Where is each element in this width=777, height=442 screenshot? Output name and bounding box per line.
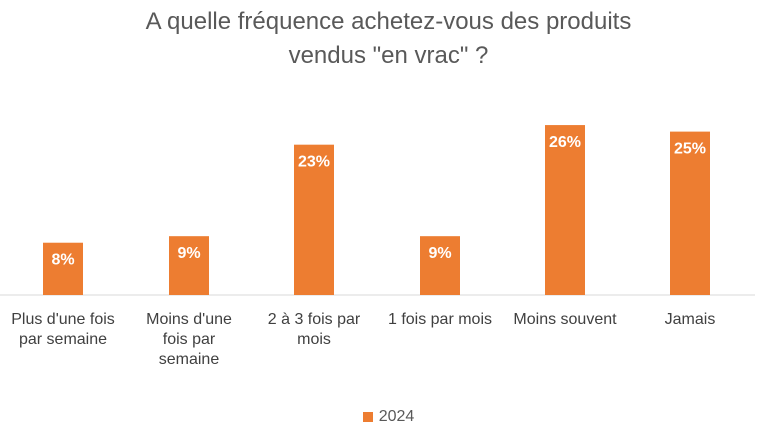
legend: 2024 (0, 408, 777, 426)
bar-5 (670, 131, 710, 295)
category-label-2: 2 à 3 fois par mois (268, 311, 361, 348)
data-label-1: 9% (177, 245, 200, 262)
category-label-4: Moins souvent (513, 311, 617, 328)
bar-2 (294, 144, 334, 295)
bar-3 (420, 236, 460, 295)
category-label-3: 1 fois par mois (388, 311, 492, 328)
data-label-5: 25% (674, 141, 706, 158)
bar-4 (545, 125, 585, 295)
category-label-0: Plus d'une fois par semaine (11, 311, 115, 348)
bar-1 (169, 236, 209, 295)
data-label-0: 8% (51, 252, 74, 269)
chart-title-line-2: vendus "en vrac" ? (288, 42, 489, 69)
category-label-5: Jamais (665, 311, 716, 328)
data-label-4: 26% (549, 134, 581, 151)
legend-label: 2024 (378, 408, 415, 425)
data-label-2: 23% (298, 154, 330, 171)
data-label-3: 9% (428, 245, 451, 262)
legend-swatch (362, 411, 373, 422)
category-label-1: Moins d'une fois par semaine (146, 311, 232, 368)
bar-0 (43, 242, 83, 295)
chart-title-line-1: A quelle fréquence achetez-vous des prod… (145, 8, 632, 35)
